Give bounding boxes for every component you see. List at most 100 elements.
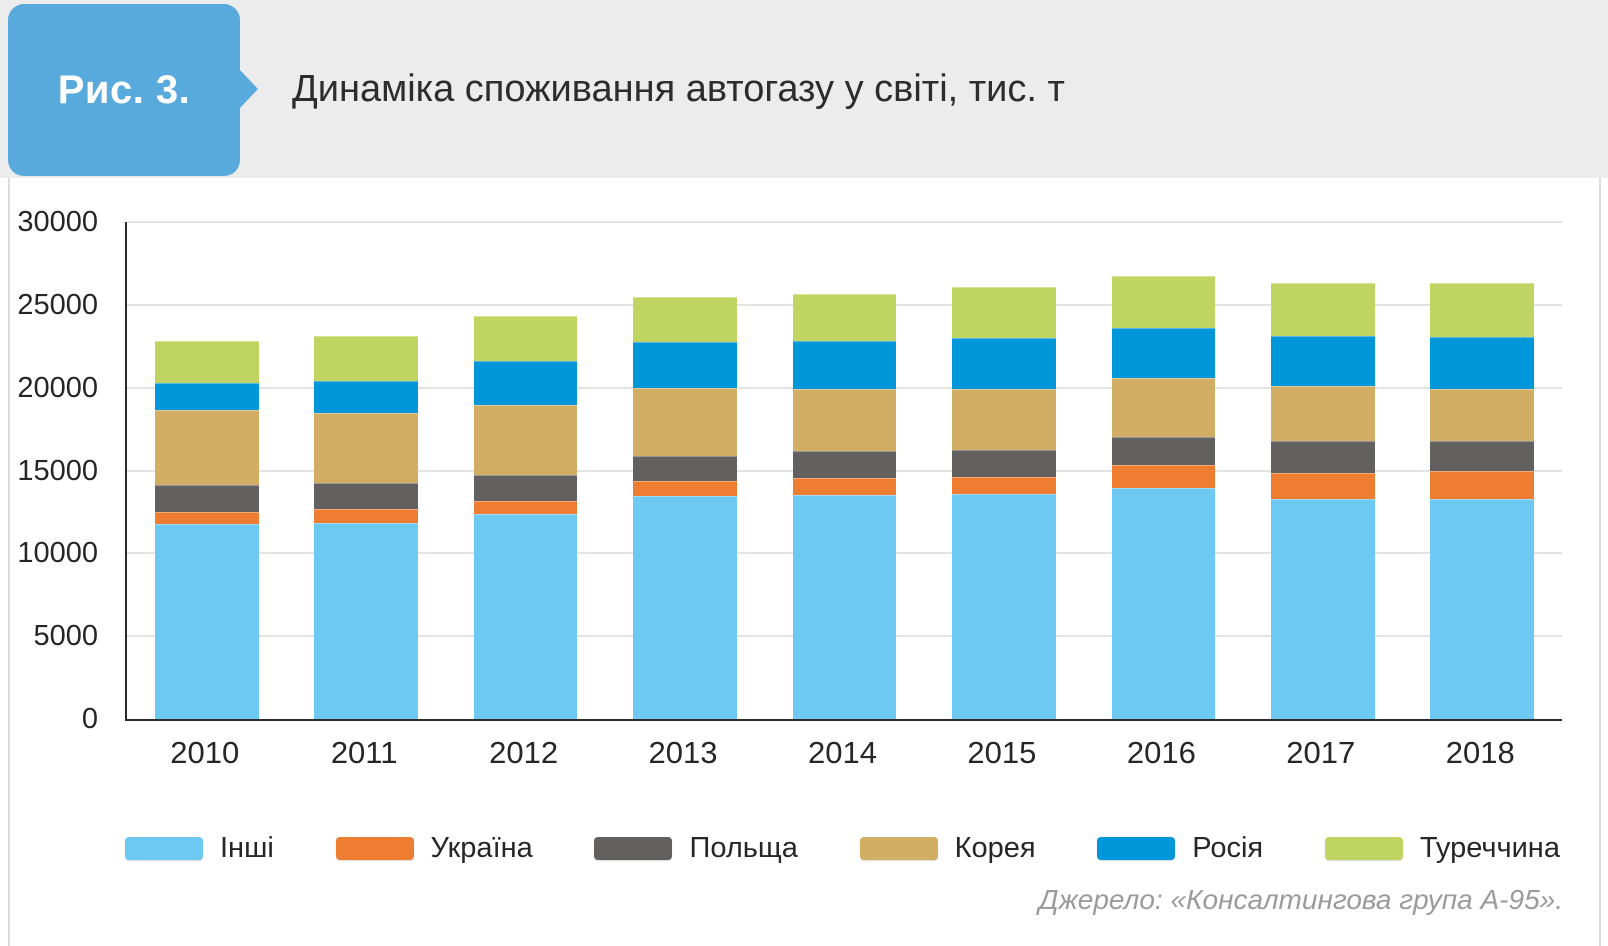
bar-segment-Росія	[473, 361, 578, 406]
x-axis-label: 2018	[1445, 735, 1515, 770]
bar-segment-Корея	[952, 388, 1056, 450]
bar-segment-Росія	[952, 338, 1056, 389]
bar-segment-Інші	[154, 523, 259, 719]
stacked-bar-2015	[952, 222, 1056, 719]
stacked-bar-2011	[314, 222, 418, 719]
stacked-bar-2016	[1111, 222, 1216, 719]
plot-area	[125, 221, 1562, 721]
bar-column-2014	[765, 222, 924, 719]
bar-segment-Інші	[952, 493, 1056, 719]
right-page-rule	[1599, 178, 1601, 946]
bars-container	[127, 222, 1562, 719]
y-axis-label: 25000	[17, 288, 98, 321]
header-band: Рис. 3. Динаміка споживання автогазу у с…	[0, 0, 1608, 178]
bar-segment-Польща	[1430, 440, 1535, 471]
bar-segment-Польща	[633, 456, 737, 482]
stacked-bar-2018	[1430, 222, 1535, 719]
y-axis-label: 15000	[17, 454, 98, 487]
y-axis-label: 10000	[17, 537, 98, 570]
bar-segment-Інші	[1111, 487, 1216, 719]
bar-segment-Корея	[792, 389, 897, 451]
bar-segment-Україна	[792, 477, 897, 495]
bar-column-2015	[924, 222, 1083, 719]
x-axis-label: 2010	[170, 735, 240, 770]
bar-column-2016	[1084, 222, 1243, 719]
bar-segment-Росія	[1270, 336, 1375, 387]
bar-segment-Корея	[154, 410, 259, 485]
legend-label: Україна	[430, 831, 533, 864]
x-axis-label: 2012	[489, 735, 559, 770]
bar-segment-Росія	[633, 342, 737, 388]
bar-segment-Росія	[1111, 328, 1216, 378]
bar-segment-Інші	[792, 494, 897, 719]
bar-segment-Корея	[473, 405, 578, 475]
legend-swatch	[859, 836, 938, 860]
bar-segment-Інші	[1270, 498, 1375, 719]
y-axis-label: 5000	[33, 620, 98, 653]
legend-item-Росія: Росія	[1097, 832, 1263, 865]
stacked-bar-2017	[1270, 222, 1375, 719]
bar-column-2013	[605, 222, 764, 719]
stacked-bar-2014	[792, 222, 897, 719]
gridline	[127, 221, 1562, 223]
bar-segment-Польща	[1111, 436, 1216, 465]
bar-segment-Інші	[473, 514, 578, 719]
legend-swatch	[1097, 836, 1176, 860]
legend-item-Польща: Польща	[594, 831, 798, 865]
legend-label: Інші	[220, 831, 274, 864]
bar-column-2010	[127, 222, 286, 719]
bar-segment-Польща	[154, 484, 259, 512]
bar-segment-Корея	[1111, 377, 1216, 437]
bar-segment-Туреччина	[1430, 283, 1535, 338]
legend-item-Україна: Україна	[335, 831, 533, 865]
stacked-bar-2010	[154, 222, 259, 719]
bar-column-2012	[446, 222, 605, 719]
x-axis-label: 2011	[330, 735, 398, 770]
legend-label: Росія	[1192, 831, 1264, 864]
bar-segment-Україна	[1111, 464, 1216, 488]
chart-title: Динаміка споживання автогазу у світі, ти…	[292, 67, 1065, 110]
x-axis-label: 2016	[1126, 735, 1196, 770]
x-axis-label: 2014	[807, 735, 877, 770]
bar-segment-Росія	[792, 341, 897, 390]
legend-label: Корея	[954, 831, 1036, 864]
x-axis: 2010 2011 2012 2013 2014 2015 2016 2017 2018	[125, 731, 1560, 775]
bar-segment-Україна	[1430, 470, 1535, 499]
legend-swatch	[335, 836, 414, 860]
legend-item-Інші: Інші	[125, 832, 274, 865]
bar-segment-Корея	[314, 412, 418, 483]
bar-column-2018	[1403, 222, 1562, 719]
bar-segment-Україна	[952, 477, 1056, 494]
y-axis-label: 0	[81, 703, 98, 735]
legend-label: Польща	[689, 831, 798, 864]
legend-item-Туреччина: Туреччина	[1324, 831, 1560, 865]
bar-segment-Україна	[314, 509, 418, 523]
bar-column-2011	[286, 222, 445, 719]
bar-segment-Туреччина	[633, 297, 737, 343]
bar-segment-Туреччина	[952, 286, 1056, 339]
bar-segment-Росія	[314, 381, 418, 413]
bar-segment-Туреччина	[1111, 275, 1216, 329]
figure-label-box: Рис. 3.	[8, 4, 240, 176]
bar-segment-Польща	[1270, 440, 1375, 473]
stacked-bar-2012	[473, 222, 578, 719]
y-axis-label: 20000	[17, 371, 98, 404]
bar-segment-Інші	[314, 522, 418, 719]
bar-segment-Корея	[633, 387, 737, 457]
figure-arrow-icon	[240, 70, 258, 108]
source-note: Джерело: «Консалтингова група А-95».	[1038, 884, 1563, 915]
bar-segment-Туреччина	[154, 341, 259, 383]
bar-segment-Інші	[1430, 498, 1535, 719]
left-page-rule	[8, 178, 10, 946]
x-axis-label: 2017	[1286, 735, 1356, 770]
legend-swatch	[125, 836, 203, 860]
bar-segment-Інші	[633, 496, 737, 719]
stacked-bar-2013	[633, 222, 737, 719]
bar-segment-Росія	[1430, 337, 1535, 389]
legend-label: Туреччина	[1419, 831, 1560, 864]
bar-segment-Туреччина	[792, 294, 897, 342]
legend-swatch	[594, 836, 673, 860]
legend-item-Корея: Корея	[859, 831, 1036, 865]
bar-segment-Польща	[314, 482, 418, 510]
